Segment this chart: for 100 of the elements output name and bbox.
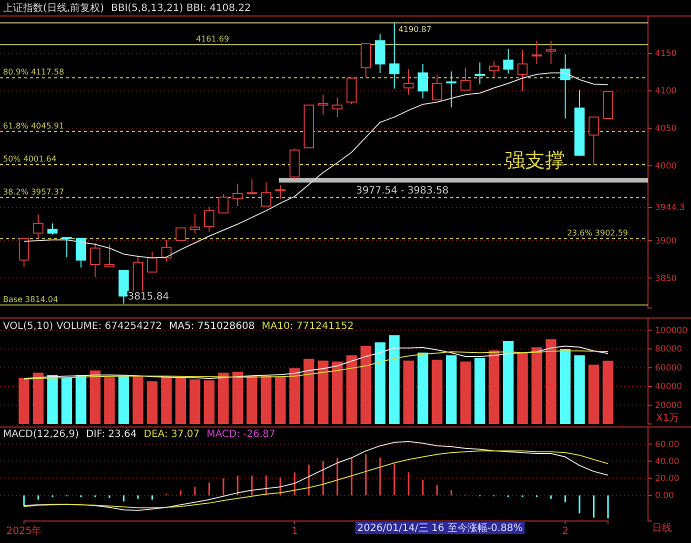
- bar: [403, 360, 414, 424]
- y-tick-label: 40000: [655, 382, 682, 392]
- bar: [146, 381, 158, 424]
- bar: [460, 362, 471, 424]
- y-tick-label: 4150: [655, 49, 677, 60]
- candlestick: [532, 40, 542, 64]
- ref-line-label: 4190.87: [398, 24, 432, 34]
- bar: [374, 342, 386, 424]
- bar: [588, 364, 600, 424]
- bar: [560, 348, 571, 424]
- bar: [175, 376, 186, 424]
- bar: [488, 350, 500, 424]
- candlestick: [332, 97, 342, 118]
- candlestick: [261, 182, 272, 207]
- bar: [432, 360, 442, 424]
- annotation: 3815.84: [128, 292, 170, 303]
- candlestick: [190, 213, 200, 234]
- bar: [531, 347, 542, 424]
- bar: [190, 379, 200, 424]
- bar: [289, 368, 300, 424]
- bar: [90, 370, 101, 424]
- y-tick-label: 40.00: [655, 456, 680, 467]
- bar: [61, 378, 72, 424]
- text: 2026/01/14/三 16 至今涨幅-0.88%: [357, 522, 523, 534]
- x-tick-label: 2: [562, 526, 568, 538]
- band-label: 3977.54 - 3983.58: [356, 186, 449, 197]
- candlestick: [588, 116, 599, 166]
- candlestick: [90, 242, 100, 278]
- ref-line-label: 80.9% 4117.58: [3, 68, 64, 77]
- candlestick: [432, 74, 442, 100]
- x-tick-label: 2025年: [6, 525, 42, 538]
- candlestick: [33, 214, 44, 239]
- chart-subtitle: MACD: -26.87: [206, 429, 276, 440]
- candlestick: [62, 236, 72, 258]
- bar: [218, 372, 229, 424]
- candlestick: [246, 178, 258, 195]
- bar: [161, 376, 172, 424]
- line-series: [24, 450, 608, 508]
- ref-line-label: 4161.69: [196, 34, 230, 44]
- y-tick-label: 4000: [655, 161, 677, 172]
- candlestick: [389, 22, 400, 90]
- candlestick: [474, 62, 485, 85]
- y-tick-label: 20000: [655, 400, 682, 411]
- ref-line-label: 61.8% 4045.91: [3, 121, 64, 130]
- bar: [332, 362, 343, 424]
- bar: [47, 374, 58, 424]
- bar: [76, 374, 86, 424]
- bar: [446, 355, 457, 424]
- bar: [246, 376, 258, 424]
- y-tick-label: 100000: [655, 326, 688, 336]
- candlestick: [176, 227, 186, 242]
- candlestick: [546, 40, 556, 64]
- text: 日线: [652, 522, 672, 534]
- y-axis-title: X1万: [656, 413, 680, 424]
- y-tick-label: 3850: [655, 274, 677, 284]
- bar: [232, 372, 243, 424]
- ref-line-label: Base 3814.04: [3, 294, 58, 304]
- bar: [602, 360, 614, 424]
- bar: [104, 377, 115, 424]
- text: DIF: 23.64: [86, 429, 137, 440]
- bar: [275, 376, 286, 424]
- bar: [546, 339, 556, 424]
- text: MA10: 771241152: [262, 321, 354, 332]
- y-tick-label: 3900: [655, 236, 677, 246]
- y-tick-label: 0.00: [655, 491, 674, 502]
- candlestick: [275, 184, 286, 200]
- candlestick: [318, 94, 328, 116]
- candlestick: [403, 68, 414, 96]
- candlestick: [161, 239, 172, 262]
- candlestick: [104, 244, 115, 268]
- candlestick: [346, 76, 357, 105]
- text: DEA: 37.07: [144, 429, 200, 440]
- candlestick: [418, 63, 428, 99]
- ref-line-label: 50% 4001.64: [3, 154, 56, 164]
- line-series: [24, 441, 608, 511]
- bar: [389, 335, 400, 424]
- chart-title: VOL(5,10) VOLUME: 674254272: [3, 321, 162, 332]
- chart-title: MACD(12,26,9): [3, 429, 80, 440]
- candlestick: [204, 206, 214, 232]
- ref-line-label: 38.2% 3957.37: [3, 188, 64, 197]
- candlestick: [47, 222, 58, 236]
- candlestick: [460, 67, 471, 91]
- bar: [304, 358, 314, 424]
- bar: [574, 355, 585, 424]
- candlestick: [232, 183, 243, 207]
- candlestick: [18, 238, 30, 268]
- candlestick: [446, 70, 456, 108]
- bar: [346, 355, 357, 424]
- bar: [360, 346, 372, 424]
- candlestick: [374, 33, 386, 74]
- bar: [474, 358, 486, 424]
- candlestick: [76, 238, 86, 268]
- candlestick: [218, 194, 229, 214]
- bar: [204, 380, 215, 424]
- y-tick-label: 80000: [655, 344, 682, 355]
- bar: [517, 352, 528, 424]
- bar: [502, 340, 514, 424]
- y-tick-label: 4100: [655, 86, 677, 97]
- y-tick-label: 3944.3: [655, 203, 685, 214]
- x-tick-label: 1: [291, 526, 298, 538]
